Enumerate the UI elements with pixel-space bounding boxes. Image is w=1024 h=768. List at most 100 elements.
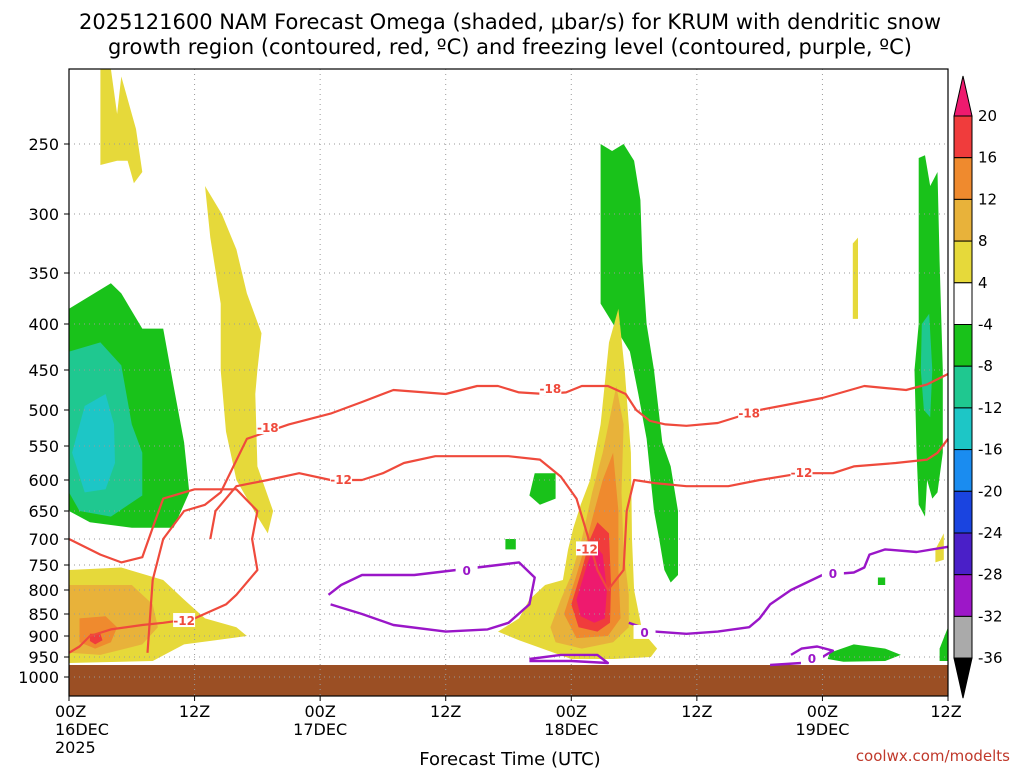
plot-area: -18 -18 -18 -12 -12 -12 -12 0 0 0 0 — [68, 68, 949, 697]
colorbar-swatch — [953, 615, 973, 659]
colorbar-tick-label: -16 — [978, 441, 1003, 459]
x-tick-label: 12Z — [430, 702, 461, 721]
colorbar-legend: 20 16 12 8 4 -4 -8 -12 -16 -20 -24 -28 -32 -36 — [953, 75, 1003, 699]
dgz-label-top-2: -18 — [540, 382, 562, 396]
y-tick-label: 700 — [28, 530, 59, 549]
dgz-contour-1 — [68, 488, 259, 654]
dgz-label-top-1-bg — [256, 420, 279, 434]
freezing-contour-1 — [529, 653, 610, 665]
dgz-label-bottom-3: -12 — [791, 466, 813, 480]
dendritic-growth-contours: -18 -18 -18 -12 -12 -12 -12 — [68, 373, 949, 654]
x-axis-label: Forecast Time (UTC) — [419, 749, 600, 768]
omega-region-10 — [529, 473, 556, 505]
dgz-label-top-3-bg — [738, 405, 761, 420]
freezing-label-3-bg — [821, 566, 844, 580]
x-tick-label: 17DEC — [293, 720, 347, 739]
x-tick-label: 18DEC — [544, 720, 598, 739]
colorbar-tick-label: -8 — [978, 357, 993, 375]
y-tick-label: 750 — [28, 556, 59, 575]
y-tick-label: 250 — [28, 135, 59, 154]
colorbar-top-arrow — [953, 75, 973, 117]
dgz-label-bottom-1-bg — [330, 472, 353, 486]
y-tick-label: 1000 — [18, 668, 59, 687]
omega-region-17 — [852, 237, 858, 319]
y-tick-label: 300 — [28, 205, 59, 224]
x-tick-label: 00Z — [304, 702, 335, 721]
colorbar-swatch — [953, 115, 973, 159]
colorbar-tick-label: 8 — [978, 232, 988, 250]
omega-region-9 — [600, 144, 678, 583]
y-tick-label: 550 — [28, 437, 59, 456]
x-tick-label: 2025 — [55, 738, 96, 757]
colorbar-tick-label: 20 — [978, 107, 997, 125]
y-tick-label: 900 — [28, 627, 59, 646]
y-tick-label: 400 — [28, 315, 59, 334]
colorbar-tick-label: -12 — [978, 399, 1003, 417]
freezing-label-1: 0 — [462, 564, 470, 578]
chart-title-line-2: growth region (contoured, red, ºC) and f… — [108, 35, 912, 59]
colorbar-tick-label: -24 — [978, 524, 1003, 542]
freezing-label-3: 0 — [829, 567, 837, 581]
dgz-label-bottom-1: -12 — [330, 473, 352, 487]
y-tick-label: 800 — [28, 581, 59, 600]
omega-region-11 — [505, 539, 516, 550]
colorbar-swatch — [953, 574, 973, 617]
x-tick-label: 12Z — [930, 702, 961, 721]
colorbar-swatch — [953, 407, 973, 451]
freezing-label-2-bg — [633, 624, 656, 639]
colorbar-swatch — [953, 449, 973, 492]
y-tick-label: 600 — [28, 471, 59, 490]
colorbar-bottom-arrow — [953, 657, 973, 699]
colorbar-tick-label: -36 — [978, 649, 1003, 667]
colorbar-swatch — [953, 157, 973, 200]
x-tick-label: 16DEC — [55, 720, 109, 739]
colorbar-tick-label: -4 — [978, 316, 993, 334]
colorbar-swatch — [953, 365, 973, 409]
omega-shading-layer — [69, 69, 948, 663]
colorbar-tick-label: -28 — [978, 566, 1003, 584]
terrain-below-ground — [69, 665, 948, 696]
y-tick-label: 450 — [28, 361, 59, 380]
freezing-label-2: 0 — [640, 626, 648, 640]
dgz-label-bottom-2-bg — [173, 613, 196, 628]
dgz-label-top-1: -18 — [257, 421, 279, 435]
colorbar-swatch — [953, 282, 973, 325]
chart-title-line-1: 2025121600 NAM Forecast Omega (shaded, μ… — [79, 10, 941, 34]
omega-region-16 — [576, 544, 607, 623]
freezing-label-4-bg — [800, 651, 823, 665]
freezing-contour-0 — [327, 561, 536, 633]
x-tick-label: 12Z — [179, 702, 210, 721]
y-tick-label: 500 — [28, 401, 59, 420]
colorbar-swatch — [953, 490, 973, 534]
colorbar-tick-label: 12 — [978, 190, 997, 208]
dgz-label-bottom-4: -12 — [576, 542, 598, 556]
omega-region-4 — [205, 186, 274, 534]
omega-region-2 — [72, 394, 115, 493]
plot-frame — [68, 68, 949, 697]
colorbar-swatch — [953, 324, 973, 367]
colorbar-swatch — [953, 532, 973, 576]
x-tick-label: 19DEC — [795, 720, 849, 739]
x-tick-label: 00Z — [807, 702, 838, 721]
omega-region-21 — [827, 644, 901, 662]
credit-text: coolwx.com/modelts — [856, 747, 1010, 765]
colorbar-tick-label: -32 — [978, 607, 1003, 625]
freezing-label-4: 0 — [808, 652, 816, 666]
colorbar-tick-label: 4 — [978, 274, 988, 292]
freezing-level-contours: 0 0 0 0 — [327, 545, 949, 667]
y-tick-label: 650 — [28, 502, 59, 521]
dgz-label-top-3: -18 — [738, 407, 760, 421]
colorbar-tick-label: 16 — [978, 149, 997, 167]
freezing-contour-2 — [628, 545, 949, 635]
colorbar-swatch — [953, 198, 973, 242]
x-tick-label: 00Z — [556, 702, 587, 721]
y-tick-label: 350 — [28, 264, 59, 283]
dgz-label-bottom-3-bg — [790, 465, 813, 480]
y-tick-label: 950 — [28, 648, 59, 667]
freezing-label-1-bg — [455, 563, 478, 577]
omega-region-22 — [877, 577, 886, 585]
dgz-label-bottom-2: -12 — [173, 614, 195, 628]
x-tick-label: 12Z — [681, 702, 712, 721]
